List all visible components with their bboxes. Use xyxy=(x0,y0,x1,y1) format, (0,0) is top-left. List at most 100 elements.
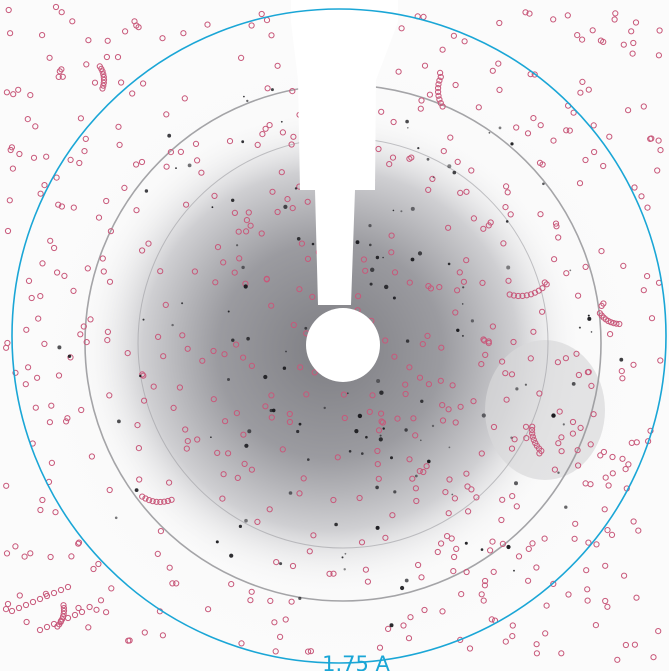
spot-marker xyxy=(100,71,107,78)
spot-marker xyxy=(164,497,171,505)
spot-marker xyxy=(530,436,537,443)
spot-marker xyxy=(168,496,175,503)
spot-marker xyxy=(435,88,442,96)
spot-marker xyxy=(421,62,429,69)
spot-marker xyxy=(600,300,607,307)
spot-marker xyxy=(616,320,623,328)
spot-marker xyxy=(437,100,444,107)
spot-marker xyxy=(458,591,465,598)
spot-marker xyxy=(418,574,425,581)
spot-marker xyxy=(55,73,62,81)
spot-marker xyxy=(527,355,534,362)
spot-marker xyxy=(390,118,397,126)
spot-marker xyxy=(480,597,487,604)
spot-marker xyxy=(551,466,559,473)
spot-marker xyxy=(640,287,647,294)
reflection-dot xyxy=(375,485,379,490)
spot-marker xyxy=(173,580,180,587)
spot-marker xyxy=(262,125,269,132)
spot-marker xyxy=(21,553,28,560)
reflection-dot xyxy=(298,422,302,426)
reflection-dot xyxy=(376,379,381,383)
reflection-dot xyxy=(470,319,474,323)
spot-marker xyxy=(605,482,612,489)
spot-marker xyxy=(574,32,581,39)
spot-marker xyxy=(463,188,470,195)
reflection-dot xyxy=(285,350,287,353)
spot-marker xyxy=(340,391,347,398)
spot-marker xyxy=(505,277,512,284)
spot-marker xyxy=(58,203,66,210)
spot-marker xyxy=(296,286,303,293)
reflection-dot xyxy=(382,256,384,259)
reflection-dot xyxy=(431,424,435,428)
spot-marker xyxy=(451,495,458,502)
spot-marker xyxy=(60,605,68,612)
spot-marker xyxy=(533,650,541,657)
reflection-dot xyxy=(405,339,410,343)
spot-marker xyxy=(589,27,596,34)
spot-marker xyxy=(445,224,452,231)
spot-marker xyxy=(141,397,148,404)
spot-marker xyxy=(121,184,128,191)
spot-marker xyxy=(582,156,589,164)
reflection-dot xyxy=(323,406,326,410)
reflection-dot xyxy=(210,436,212,439)
spot-marker xyxy=(157,268,164,275)
reflection-dot xyxy=(348,450,352,453)
spot-marker xyxy=(91,79,99,86)
reflection-dot xyxy=(448,446,451,449)
spot-marker xyxy=(341,414,348,422)
spot-marker xyxy=(376,644,384,651)
reflection-dot xyxy=(410,206,415,211)
reflection-dot xyxy=(375,525,380,530)
spot-marker xyxy=(12,369,19,376)
spot-marker xyxy=(543,602,550,609)
spot-marker xyxy=(573,350,580,357)
spot-marker xyxy=(498,516,505,524)
spot-marker xyxy=(153,498,160,505)
reflection-dot xyxy=(269,408,273,413)
spot-marker xyxy=(457,189,464,196)
spot-marker xyxy=(169,580,176,587)
spot-marker xyxy=(177,148,184,155)
reflection-dot xyxy=(481,413,486,418)
spot-marker xyxy=(463,568,470,576)
spot-marker xyxy=(225,450,232,457)
spot-marker xyxy=(34,374,41,381)
spot-marker xyxy=(10,91,17,98)
reflection-dot xyxy=(410,257,415,262)
spot-marker xyxy=(23,618,30,626)
spot-marker xyxy=(27,550,34,557)
spot-marker xyxy=(480,336,487,343)
spot-marker xyxy=(648,135,655,142)
spot-marker xyxy=(420,468,427,476)
spot-marker xyxy=(5,6,12,14)
spot-marker xyxy=(499,358,506,365)
spot-marker xyxy=(438,344,445,351)
spot-marker xyxy=(176,384,183,391)
spot-marker xyxy=(15,604,23,612)
spot-marker xyxy=(77,115,85,122)
reflection-dot xyxy=(514,481,518,486)
reflection-dot xyxy=(187,163,192,168)
reflection-dot xyxy=(263,374,268,380)
spot-marker xyxy=(536,159,544,166)
spot-marker xyxy=(170,404,177,411)
reflection-dot xyxy=(246,336,250,341)
reflection-dot xyxy=(407,127,409,129)
reflection-dot xyxy=(510,142,514,146)
reflection-dot xyxy=(498,126,502,130)
spot-marker xyxy=(289,88,296,95)
spot-marker xyxy=(214,244,222,251)
spot-marker xyxy=(286,410,293,418)
spot-marker xyxy=(52,3,60,11)
spot-marker xyxy=(574,447,581,454)
spot-marker xyxy=(452,309,459,316)
spot-marker xyxy=(161,498,168,505)
spot-marker xyxy=(620,262,627,269)
spot-marker xyxy=(210,347,217,355)
spot-marker xyxy=(530,328,537,335)
reflection-dot xyxy=(236,244,239,247)
spot-marker xyxy=(502,370,509,377)
